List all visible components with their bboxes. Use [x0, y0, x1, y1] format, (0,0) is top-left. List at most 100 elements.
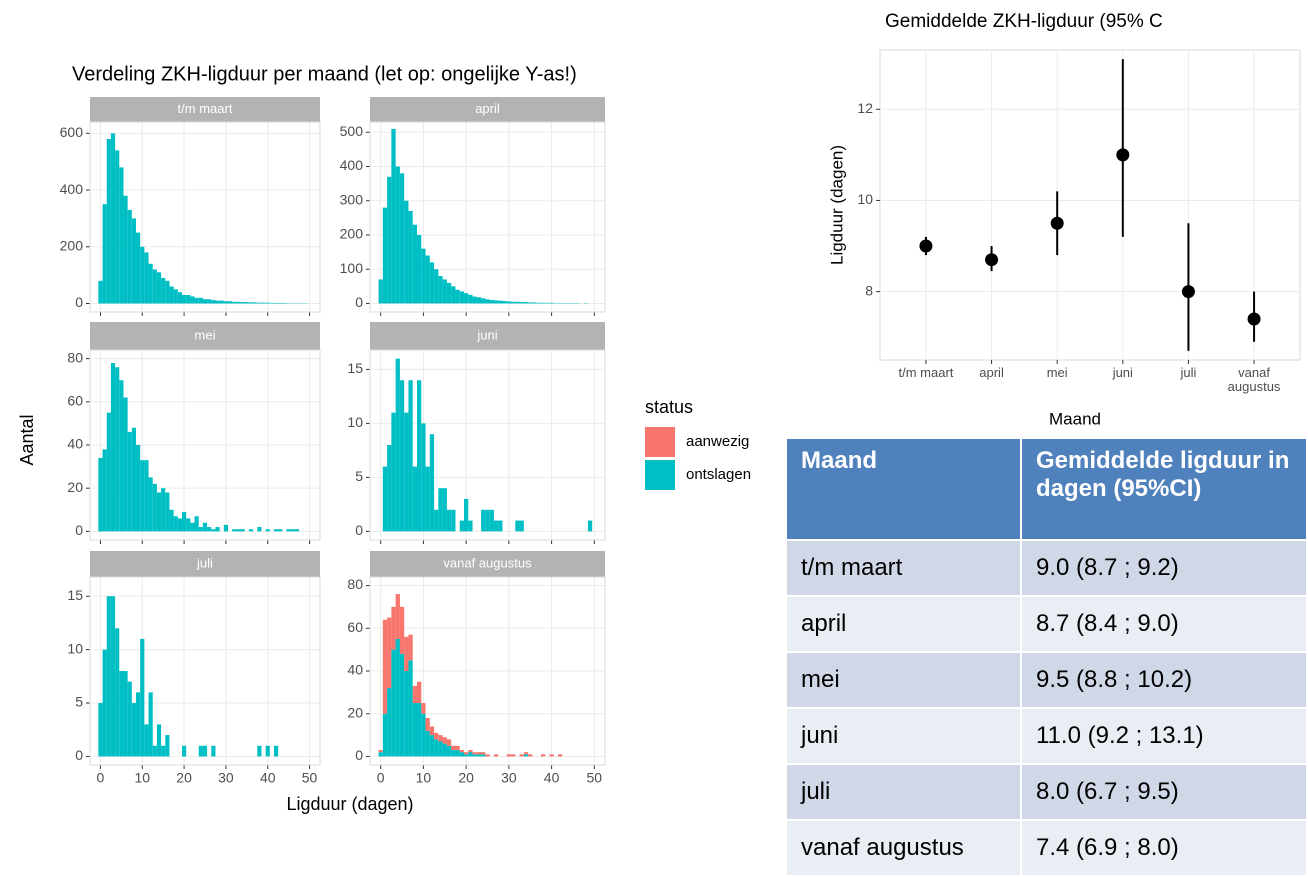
- histogram-bar: [537, 303, 541, 304]
- point: [1116, 148, 1129, 161]
- strip-label: t/m maart: [178, 101, 233, 116]
- histogram-bar: [103, 650, 107, 757]
- histogram-bar: [266, 529, 270, 531]
- histogram-bar: [396, 639, 400, 757]
- histogram-bar: [178, 518, 182, 531]
- panel: [880, 50, 1300, 360]
- histogram-bar: [107, 596, 111, 756]
- histogram-bar: [182, 512, 186, 531]
- y-tick-label: 0: [355, 294, 363, 310]
- histogram-bar: [485, 754, 489, 756]
- histogram-bar: [174, 289, 178, 303]
- histogram-bar: [404, 637, 408, 671]
- histogram-bar: [541, 754, 545, 756]
- x-tick-label-box: juni: [1089, 366, 1157, 402]
- y-tick-label: 40: [67, 436, 83, 452]
- x-tick-label: 30: [218, 770, 234, 786]
- histogram-bar: [451, 750, 455, 756]
- histogram-bar: [149, 692, 153, 756]
- histogram-bar: [144, 724, 148, 756]
- y-tick-label: 5: [355, 468, 363, 484]
- histogram-bar: [98, 703, 102, 756]
- point: [1248, 312, 1261, 325]
- histogram-bar: [464, 293, 468, 303]
- histogram-bar: [391, 607, 395, 650]
- table-cell: vanaf augustus: [786, 820, 1021, 876]
- histogram-bar: [282, 303, 286, 304]
- histogram-bar: [153, 746, 157, 757]
- histogram-bar: [434, 733, 438, 739]
- histogram-bar: [396, 594, 400, 639]
- point: [1182, 285, 1195, 298]
- histogram-bar: [520, 302, 524, 303]
- histogram-bar: [136, 692, 140, 756]
- x-tick-label: 10: [416, 770, 432, 786]
- y-tick-label: 0: [75, 294, 83, 310]
- histogram-bar: [278, 303, 282, 304]
- header-row: Maand Gemiddelde ligduur in dagen (95%CI…: [786, 438, 1307, 540]
- histogram-bar: [249, 529, 253, 531]
- histogram-bar: [379, 752, 383, 756]
- histogram-bar: [236, 302, 240, 304]
- histogram-bar: [211, 529, 215, 531]
- histogram-bar: [404, 201, 408, 304]
- histogram-bar: [107, 413, 111, 532]
- x-tick-label: 40: [544, 770, 560, 786]
- histogram-bar: [195, 516, 199, 531]
- histogram-bar: [588, 521, 592, 532]
- histogram-bar: [211, 300, 215, 303]
- histogram-bar: [417, 682, 421, 703]
- histogram-bar: [477, 297, 481, 303]
- x-tick-label: vanaf augustus: [1220, 366, 1288, 394]
- histogram-bar: [532, 302, 536, 303]
- histogram-bar: [507, 301, 511, 303]
- histogram-bar: [434, 510, 438, 532]
- histogram-bar: [274, 529, 278, 531]
- histogram-bar: [464, 752, 468, 754]
- histogram-bar: [545, 303, 549, 304]
- y-tick-label: 40: [347, 662, 363, 678]
- histogram-bar: [186, 295, 190, 304]
- histogram-bar: [549, 754, 553, 756]
- header-cell: Maand: [786, 438, 1021, 540]
- y-tick-label: 15: [67, 587, 83, 603]
- histogram-bar: [460, 291, 464, 303]
- histogram-bar: [140, 639, 144, 757]
- y-tick-label: 0: [75, 747, 83, 763]
- y-tick-label: 8: [865, 282, 873, 298]
- histogram-bar: [477, 754, 481, 756]
- histogram-bar: [182, 746, 186, 757]
- point: [985, 253, 998, 266]
- y-tick-label: 12: [857, 100, 873, 116]
- histogram-bar: [207, 527, 211, 531]
- histogram-bar: [270, 303, 274, 304]
- histogram-bar: [481, 510, 485, 532]
- histogram-bar: [464, 499, 468, 531]
- table-cell: 8.0 (6.7 ; 9.5): [1021, 764, 1307, 820]
- strip-label: mei: [195, 327, 216, 342]
- histogram-bar: [379, 279, 383, 303]
- histogram-bar: [215, 301, 219, 304]
- histogram-bar: [98, 458, 102, 531]
- table-cell: t/m maart: [786, 540, 1021, 596]
- histogram-bar: [387, 688, 391, 756]
- x-tick-label: juli: [1154, 366, 1222, 380]
- histogram-bar: [123, 196, 127, 304]
- histogram-bar: [468, 295, 472, 304]
- histogram-bar: [115, 150, 119, 303]
- histogram-bar: [165, 281, 169, 304]
- histogram-bar: [111, 363, 115, 531]
- histogram-bar: [228, 301, 232, 303]
- strip-label: april: [475, 101, 500, 116]
- histogram-bar: [157, 272, 161, 303]
- point-ylabel: Ligduur (dagen): [827, 145, 846, 265]
- x-tick-label-box: mei: [1023, 366, 1091, 402]
- histogram-bar: [266, 303, 270, 304]
- histogram-bar: [266, 746, 270, 757]
- histogram-bar: [417, 235, 421, 303]
- histogram-bar: [447, 283, 451, 304]
- histogram-bar: [157, 724, 161, 756]
